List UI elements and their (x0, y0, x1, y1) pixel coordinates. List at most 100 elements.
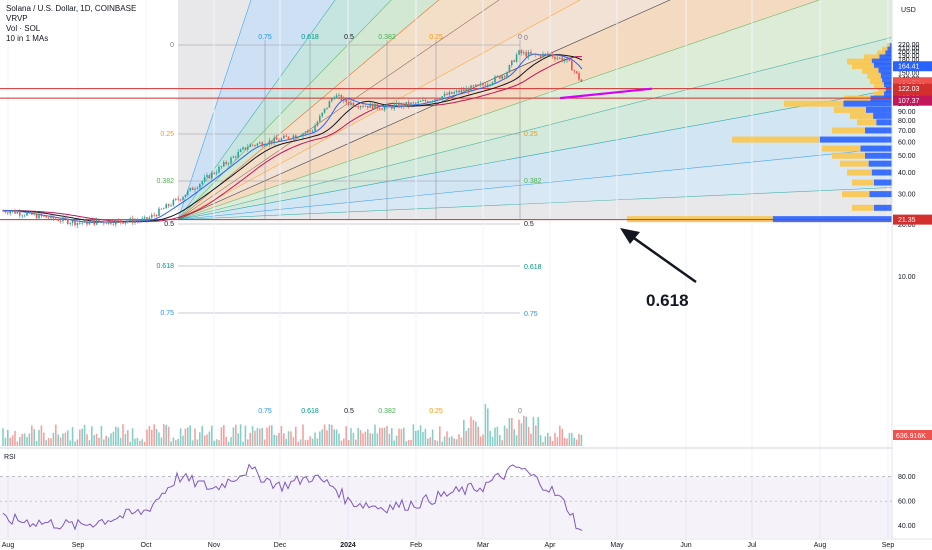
fib-fan (177, 0, 892, 314)
vrvp-bar-up (843, 100, 892, 107)
volume-bar (388, 433, 391, 446)
candle-body (235, 156, 237, 158)
candle-body (405, 102, 407, 107)
volume-bar (568, 433, 571, 446)
candle-body (124, 222, 127, 224)
fib-level-label-inner: 0.382 (524, 178, 542, 185)
volume-bar (247, 439, 249, 446)
volume-bar (319, 431, 321, 446)
vrvp-bar-down (832, 127, 865, 134)
candle-body (340, 95, 343, 101)
candle-body (547, 53, 549, 55)
time-axis[interactable]: Aug Sep Oct Nov Dec 2024 Feb Mar Apr May Jun Jul Aug… (2, 542, 895, 549)
currency-label[interactable]: USD (901, 7, 916, 14)
candle-body (95, 220, 98, 225)
candle-body (467, 88, 470, 92)
volume-bar (494, 427, 496, 446)
candle-body (191, 187, 194, 191)
candle-body (43, 215, 45, 217)
volume-bar (419, 425, 422, 446)
volume-bar (307, 439, 309, 446)
volume-bar (304, 440, 307, 446)
vrvp-bar-down (852, 179, 874, 186)
candle-body (527, 52, 530, 57)
price-badge (893, 61, 932, 72)
volume-bar (134, 438, 136, 446)
volume-bar (535, 425, 537, 446)
candle-body (199, 183, 201, 188)
candle-body (383, 106, 386, 110)
volume-bar (436, 440, 439, 446)
volume-bar (143, 441, 146, 446)
volume-bar (496, 426, 499, 446)
vrvp-bar-down (842, 191, 870, 198)
candle-body (463, 89, 465, 91)
volume-bar (359, 430, 362, 446)
vrvp-bar-down (847, 58, 872, 65)
candle-body (232, 156, 235, 158)
vrvp-bar-up (869, 191, 892, 198)
candle-body (117, 219, 119, 221)
candle-body (220, 166, 223, 167)
volume-bar (211, 425, 213, 446)
candle-body (544, 53, 547, 55)
candle-body (323, 108, 326, 113)
volume-bar (28, 433, 31, 446)
vrvp-bar-up (878, 67, 892, 74)
volume-bar (299, 439, 302, 446)
candle-body (69, 223, 71, 224)
candle-body (211, 172, 213, 179)
volume-bar (275, 435, 278, 446)
candle-body (201, 181, 203, 184)
price-badge-text: 122.03 (898, 86, 920, 93)
volume-bar (81, 428, 83, 446)
indicator-volume[interactable]: Vol · SOL (6, 24, 41, 33)
volume-bar (499, 434, 501, 446)
volume-bar (467, 427, 470, 446)
vrvp-bar-down (840, 160, 869, 167)
vrvp-bar-down (732, 136, 820, 143)
candle-body (4, 210, 7, 213)
volume-bar (43, 432, 45, 446)
volume-bar (153, 424, 155, 446)
volume-bar (9, 437, 11, 446)
candle-body (280, 138, 283, 141)
candle-body (304, 132, 307, 134)
volume-bar (201, 425, 203, 446)
candle-body (451, 91, 453, 94)
indicator-vrvp[interactable]: VRVP (6, 14, 28, 23)
rsi-title[interactable]: RSI (4, 454, 16, 461)
volume-bar (355, 439, 357, 446)
volume-bars (2, 404, 583, 446)
volume-bar (110, 433, 112, 446)
price-badge-text: 107.37 (898, 98, 920, 105)
y-tick-label: 50.00 (898, 153, 916, 160)
chart-title[interactable]: Solana / U.S. Dollar, 1D, COINBASE (6, 4, 137, 13)
volume-bar (539, 435, 542, 446)
volume-bar (405, 441, 407, 446)
fib-0618-segment (559, 87, 653, 100)
x-tick-label: Nov (208, 542, 221, 549)
volume-bar (575, 439, 578, 446)
fan-ray (177, 147, 892, 220)
candle-body (518, 50, 520, 55)
vrvp-bar-up (860, 145, 892, 152)
y-tick-label: 20.00 (898, 222, 916, 229)
candle-body (213, 172, 215, 174)
candle-body (172, 199, 175, 206)
candle-body (472, 85, 475, 87)
price-badge-text: 164.41 (898, 64, 920, 71)
volume-bar (19, 437, 21, 446)
candle-body (208, 175, 211, 179)
x-tick-label: Sep (882, 542, 895, 549)
fan-ray (177, 0, 671, 220)
indicator-ma[interactable]: 10 in 1 MAs (6, 34, 49, 43)
candle-body (7, 212, 9, 214)
candle-body (167, 204, 170, 207)
volume-bar (83, 424, 86, 446)
volume-bar (191, 440, 194, 446)
vrvp-bar-up (874, 179, 892, 186)
volume-bar (249, 432, 251, 446)
candle-body (326, 107, 328, 109)
